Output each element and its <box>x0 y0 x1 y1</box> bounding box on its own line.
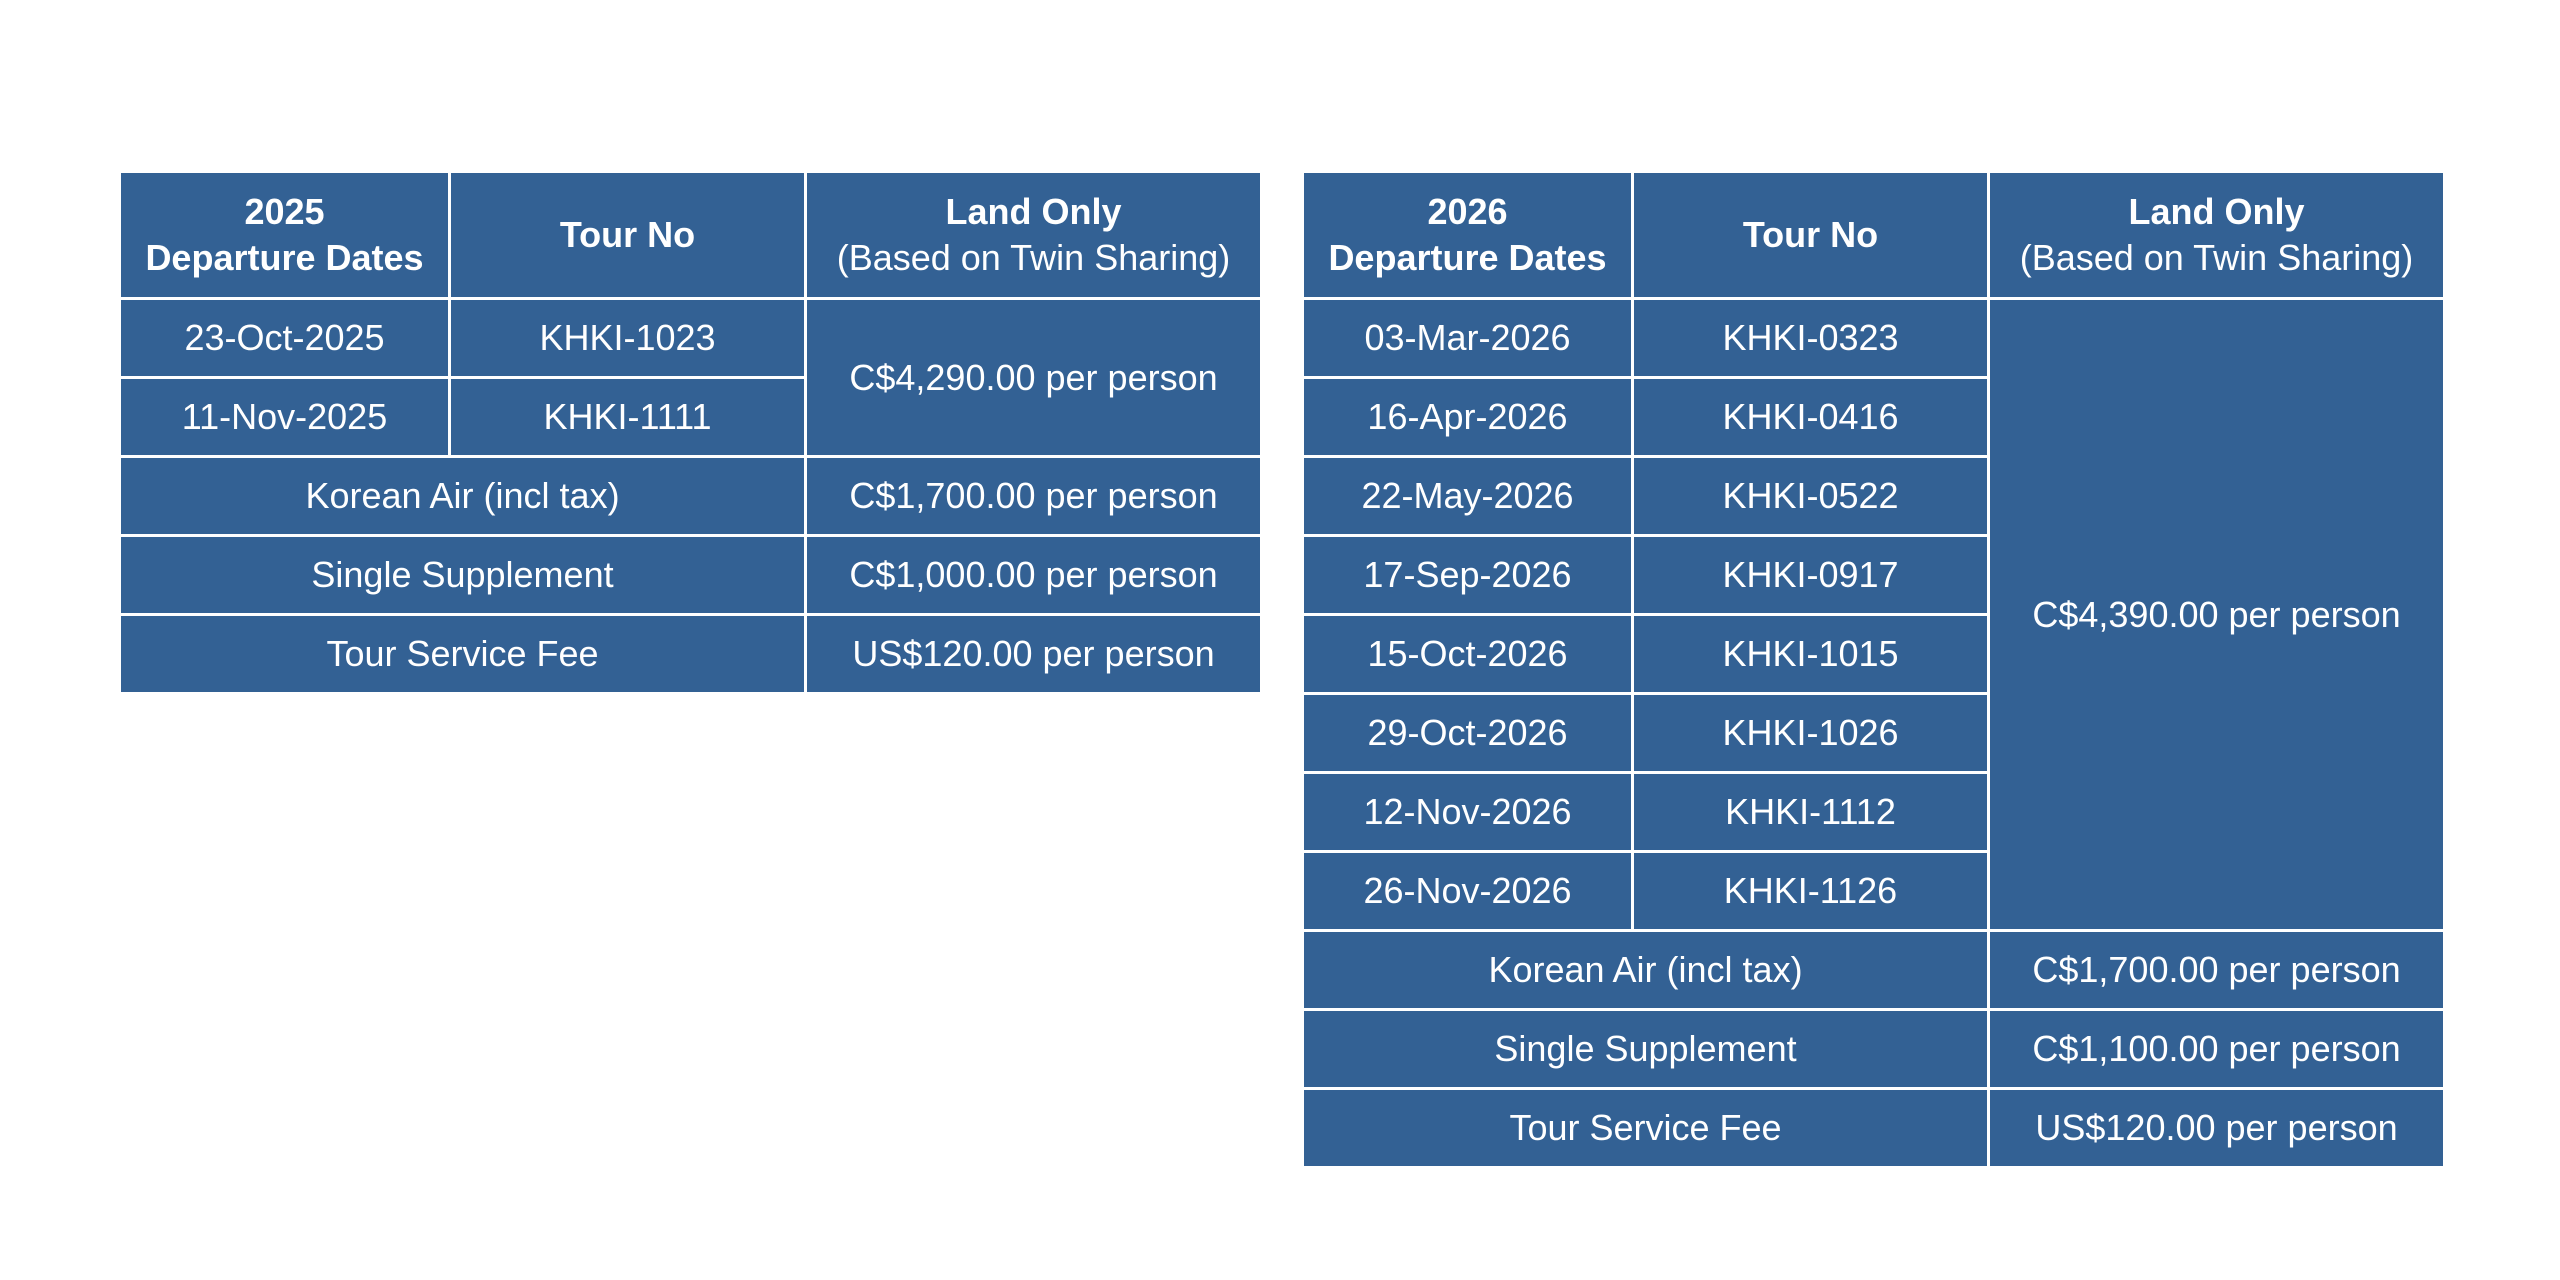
tour-number: KHKI-0522 <box>1631 455 1990 537</box>
table-row: 26-Nov-2026 KHKI-1126 <box>1301 850 2445 932</box>
extra-price: C$1,100.00 per person <box>1987 1008 2446 1090</box>
departure-date: 15-Oct-2026 <box>1301 613 1634 695</box>
departure-date: 03-Mar-2026 <box>1301 297 1634 379</box>
header-dates-label: Departure Dates <box>145 237 424 278</box>
header-land-only: Land Only (Based on Twin Sharing) <box>804 170 1263 300</box>
extra-label: Tour Service Fee <box>1301 1087 1990 1169</box>
tour-number: KHKI-0917 <box>1631 534 1990 616</box>
header-row: 2025 Departure Dates Tour No Land Only (… <box>118 170 1263 300</box>
table-row: 17-Sep-2026 KHKI-0917 <box>1301 534 2445 616</box>
header-departure-dates: 2026 Departure Dates <box>1301 170 1634 300</box>
departure-date: 11-Nov-2025 <box>118 376 451 458</box>
tour-number: KHKI-1126 <box>1631 850 1990 932</box>
table-row: 23-Oct-2025 KHKI-1023 C$4,290.00 per per… <box>118 297 1263 458</box>
extra-row: Korean Air (incl tax) C$1,700.00 per per… <box>118 455 1263 537</box>
header-departure-dates: 2025 Departure Dates <box>118 170 451 300</box>
header-land-sub: (Based on Twin Sharing) <box>836 237 1231 278</box>
header-dates-label: Departure Dates <box>1328 237 1607 278</box>
tour-number: KHKI-1111 <box>448 376 807 458</box>
tour-number: KHKI-1015 <box>1631 613 1990 695</box>
departure-date: 22-May-2026 <box>1301 455 1634 537</box>
tour-number: KHKI-0323 <box>1631 297 1990 379</box>
extra-label: Korean Air (incl tax) <box>118 455 807 537</box>
tour-number: KHKI-1026 <box>1631 692 1990 774</box>
pricing-table-2026: 2026 Departure Dates Tour No Land Only (… <box>1301 170 2446 1169</box>
table-row: 22-May-2026 KHKI-0522 <box>1301 455 2445 537</box>
extra-row: Single Supplement C$1,100.00 per person <box>1301 1008 2446 1090</box>
table-row: 16-Apr-2026 KHKI-0416 <box>1301 376 2445 458</box>
tour-number: KHKI-0416 <box>1631 376 1990 458</box>
extra-label: Single Supplement <box>118 534 807 616</box>
land-price: C$4,290.00 per person <box>804 297 1263 458</box>
extra-row: Tour Service Fee US$120.00 per person <box>118 613 1263 695</box>
departure-date: 26-Nov-2026 <box>1301 850 1634 932</box>
header-tour-label: Tour No <box>1742 214 1879 255</box>
tour-number: KHKI-1112 <box>1631 771 1990 853</box>
table-row: 12-Nov-2026 KHKI-1112 <box>1301 771 2445 853</box>
extra-price: US$120.00 per person <box>1987 1087 2446 1169</box>
table-row: 11-Nov-2025 KHKI-1111 <box>118 376 1262 458</box>
header-land-label: Land Only <box>2128 191 2305 232</box>
header-land-sub: (Based on Twin Sharing) <box>2019 237 2414 278</box>
table-row: 15-Oct-2026 KHKI-1015 <box>1301 613 2445 695</box>
header-land-label: Land Only <box>945 191 1122 232</box>
extra-label: Tour Service Fee <box>118 613 807 695</box>
departure-date: 29-Oct-2026 <box>1301 692 1634 774</box>
table-row: 29-Oct-2026 KHKI-1026 <box>1301 692 2445 774</box>
header-tour-label: Tour No <box>559 214 696 255</box>
departure-date: 23-Oct-2025 <box>118 297 451 379</box>
extra-row: Tour Service Fee US$120.00 per person <box>1301 1087 2446 1169</box>
table-row: 03-Mar-2026 KHKI-0323 C$4,390.00 per per… <box>1301 297 2446 932</box>
extra-row: Korean Air (incl tax) C$1,700.00 per per… <box>1301 929 2446 1011</box>
header-tour-no: Tour No <box>448 170 807 300</box>
header-tour-no: Tour No <box>1631 170 1990 300</box>
extra-price: US$120.00 per person <box>804 613 1263 695</box>
header-land-only: Land Only (Based on Twin Sharing) <box>1987 170 2446 300</box>
extra-price: C$1,700.00 per person <box>1987 929 2446 1011</box>
land-price: C$4,390.00 per person <box>1987 297 2446 932</box>
header-year: 2025 <box>244 191 325 232</box>
extra-row: Single Supplement C$1,000.00 per person <box>118 534 1263 616</box>
header-year: 2026 <box>1427 191 1508 232</box>
extra-label: Single Supplement <box>1301 1008 1990 1090</box>
header-row: 2026 Departure Dates Tour No Land Only (… <box>1301 170 2446 300</box>
departure-date: 17-Sep-2026 <box>1301 534 1634 616</box>
tour-number: KHKI-1023 <box>448 297 807 379</box>
departure-date: 16-Apr-2026 <box>1301 376 1634 458</box>
pricing-table-2025: 2025 Departure Dates Tour No Land Only (… <box>118 170 1263 695</box>
extra-price: C$1,000.00 per person <box>804 534 1263 616</box>
extra-label: Korean Air (incl tax) <box>1301 929 1990 1011</box>
extra-price: C$1,700.00 per person <box>804 455 1263 537</box>
departure-date: 12-Nov-2026 <box>1301 771 1634 853</box>
